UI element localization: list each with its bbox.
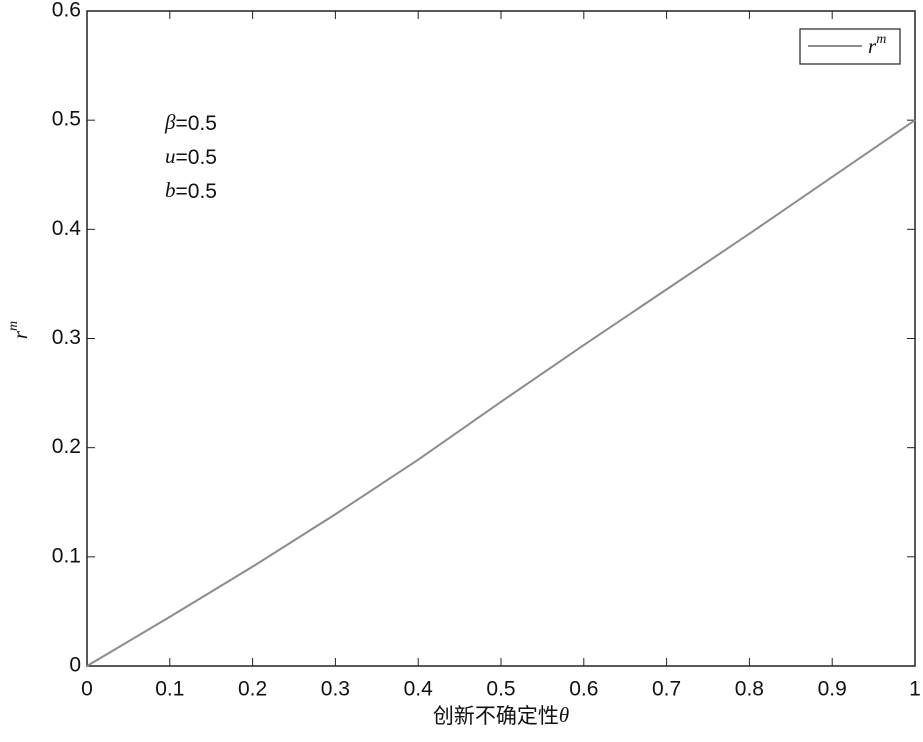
legend-name: r xyxy=(868,34,877,58)
y-tick-label: 0.1 xyxy=(52,544,81,567)
legend-sup: m xyxy=(876,32,886,47)
y-tick-label: 0.6 xyxy=(52,0,81,22)
x-tick-label: 0.5 xyxy=(486,678,515,701)
annotation-text: =0.5 xyxy=(176,146,217,169)
y-tick-label: 0.2 xyxy=(52,435,81,458)
y-axis-label: rm xyxy=(6,321,32,339)
x-tick-label: 0.7 xyxy=(652,678,681,701)
annotation-symbol: u xyxy=(165,144,176,168)
x-axis-label: 创新不确定性θ xyxy=(433,703,569,728)
y-label-sup: m xyxy=(6,321,21,331)
x-label-text: 创新不确定性 xyxy=(433,705,559,728)
annotation: b=0.5 xyxy=(165,178,217,203)
annotation-symbol: b xyxy=(165,178,176,202)
x-tick-label: 0.1 xyxy=(155,678,184,701)
y-tick-label: 0.3 xyxy=(52,326,81,349)
x-label-symbol: θ xyxy=(559,703,569,727)
y-tick-label: 0 xyxy=(69,654,81,677)
annotation-symbol: β xyxy=(164,110,176,134)
plot-frame xyxy=(86,10,916,667)
annotation-text: =0.5 xyxy=(175,112,216,135)
x-tick-label: 0.8 xyxy=(735,678,764,701)
x-tick-label: 0.2 xyxy=(238,678,267,701)
annotation: u=0.5 xyxy=(165,144,217,169)
x-tick-label: 0 xyxy=(81,678,93,701)
annotation: β=0.5 xyxy=(164,110,217,135)
legend-label: rm xyxy=(868,32,886,58)
y-tick-label: 0.4 xyxy=(52,217,82,240)
x-tick-label: 0.6 xyxy=(569,678,598,701)
annotations: β=0.5u=0.5b=0.5 xyxy=(164,110,217,203)
x-tick-label: 0.9 xyxy=(818,678,847,701)
line-series xyxy=(86,119,916,667)
legend: rm xyxy=(799,28,901,65)
y-tick-label: 0.5 xyxy=(52,108,81,131)
annotation-text: =0.5 xyxy=(176,180,217,203)
x-tick-label: 1 xyxy=(909,678,921,701)
x-tick-label: 0.4 xyxy=(404,678,434,701)
x-tick-label: 0.3 xyxy=(321,678,350,701)
y-label-base: r xyxy=(8,330,32,339)
